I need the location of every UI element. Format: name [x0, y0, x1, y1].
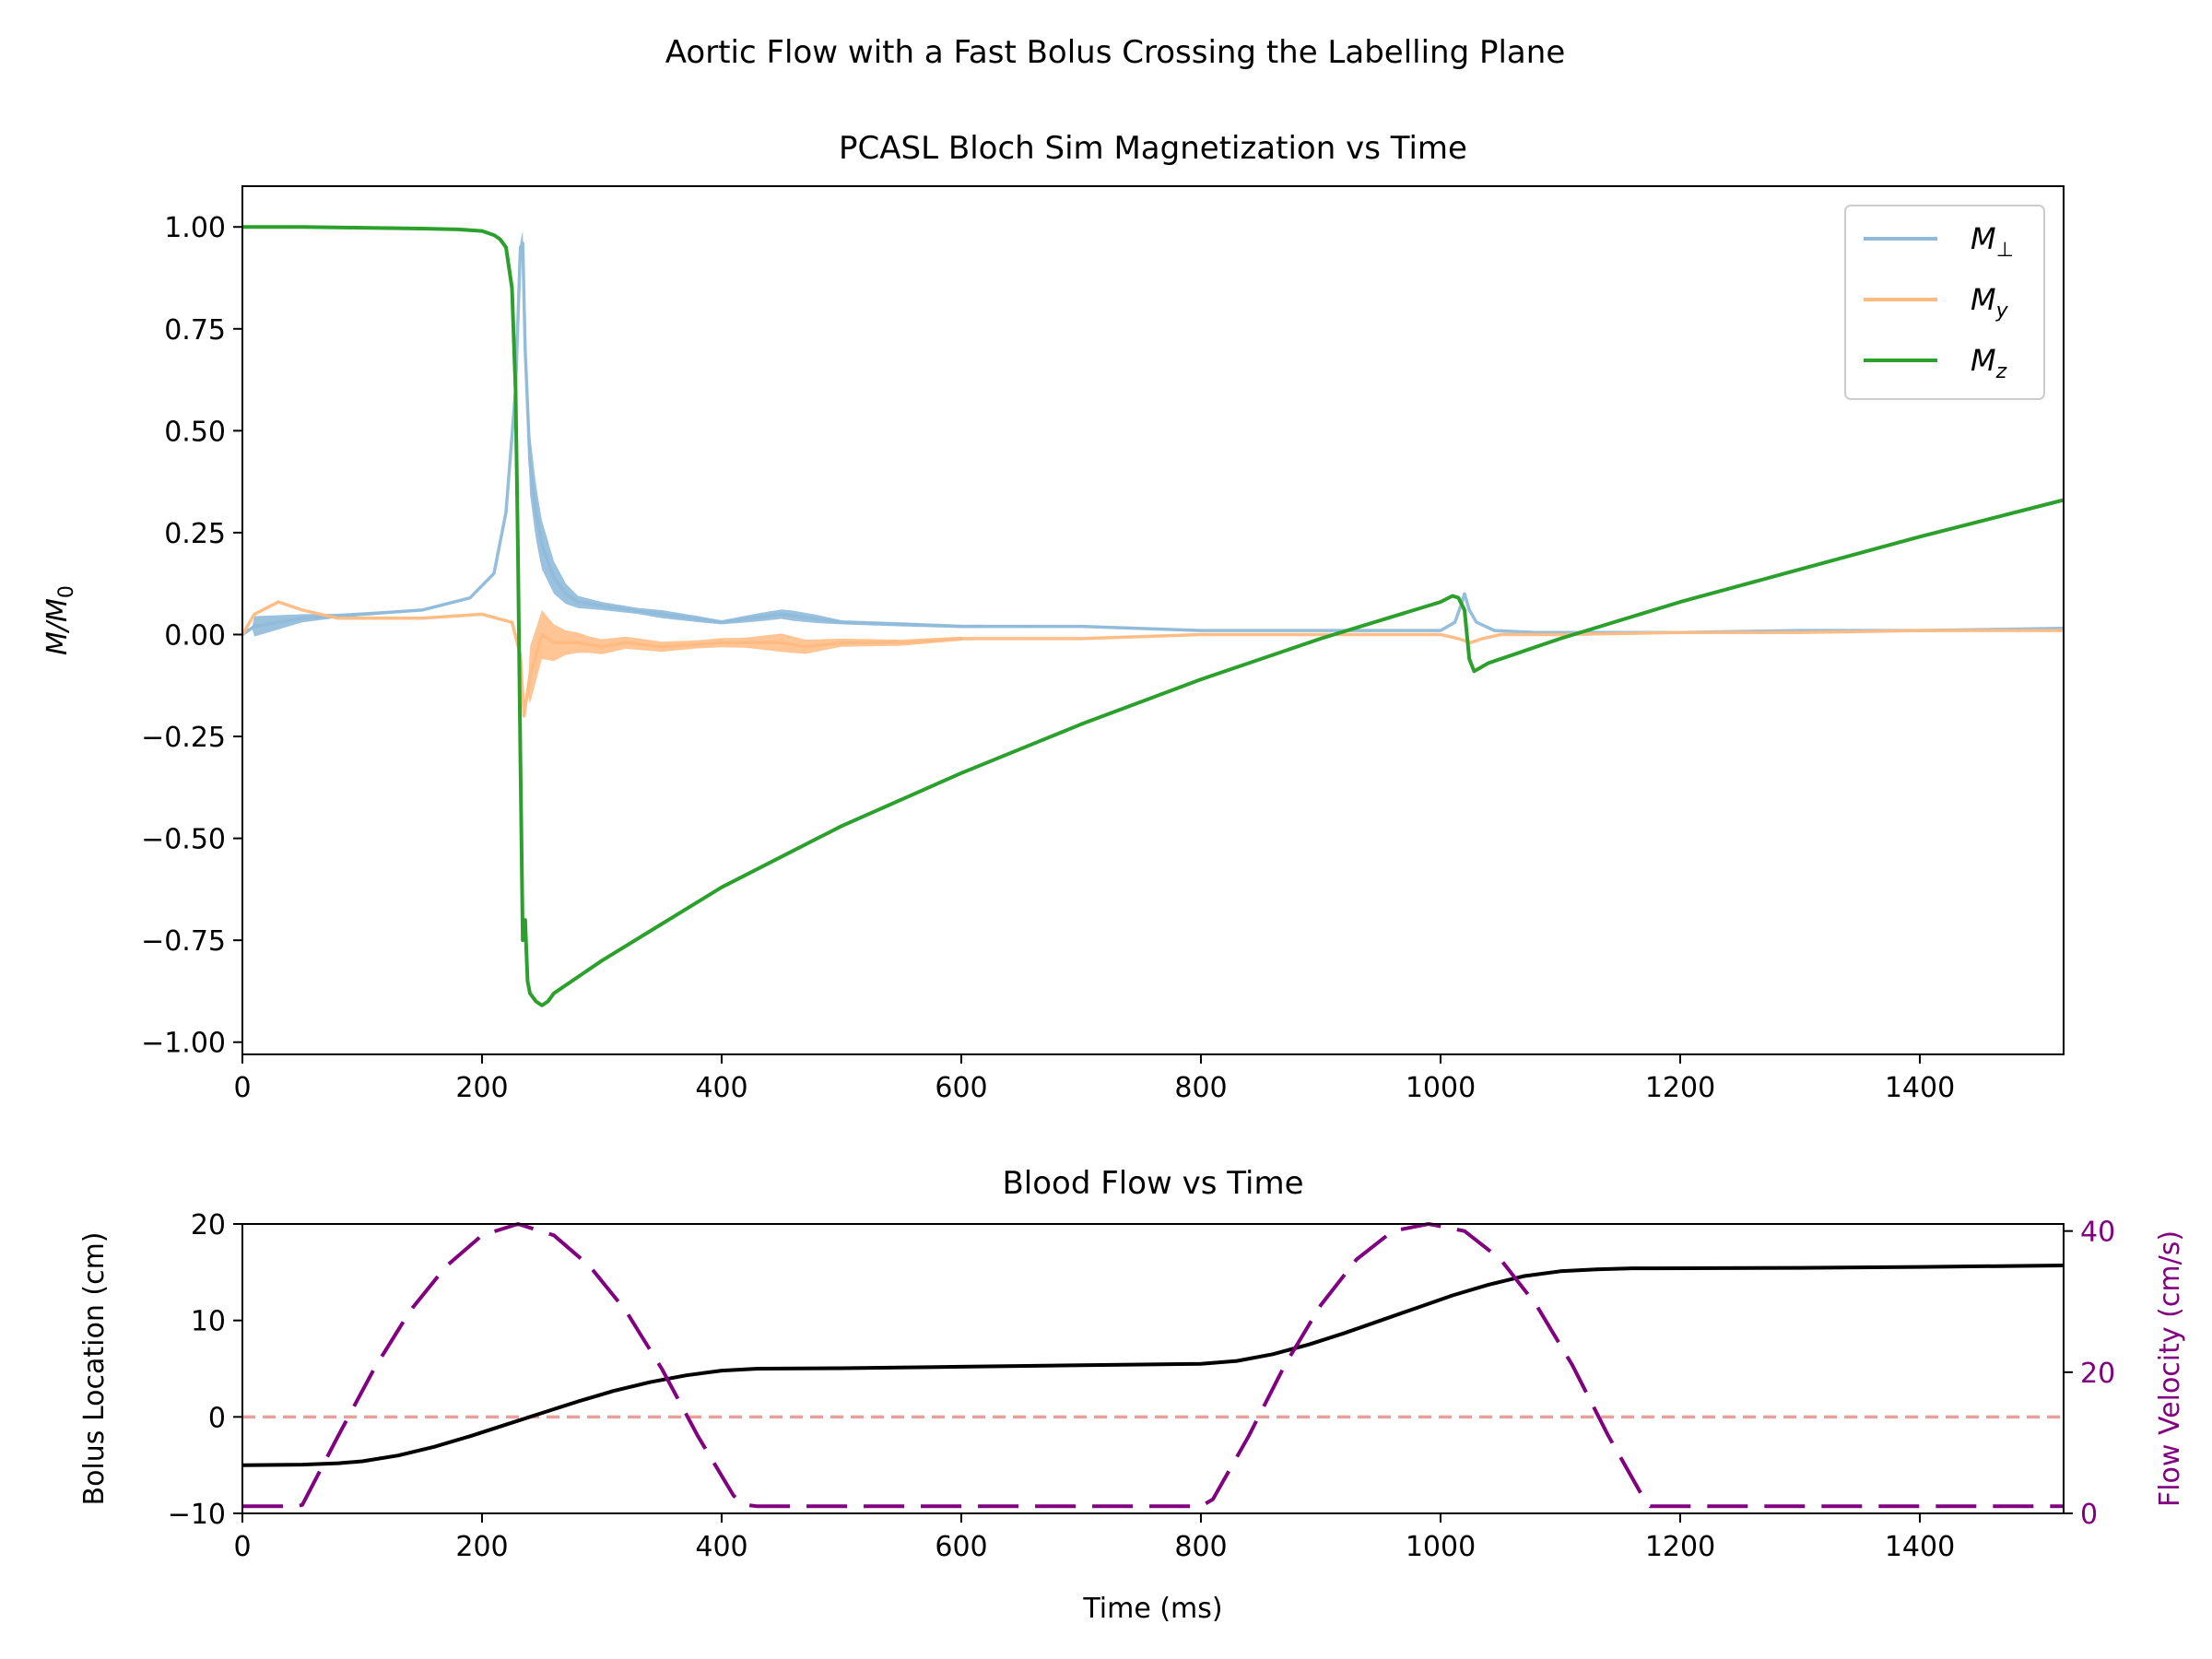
- x-tick-label: 0: [233, 1531, 251, 1563]
- bolus-y-label: Bolus Location (cm): [78, 1232, 111, 1506]
- figure-suptitle: Aortic Flow with a Fast Bolus Crossing t…: [665, 34, 1566, 71]
- y-tick-label: 20: [191, 1209, 226, 1241]
- flow-velocity-line: [242, 1222, 2064, 1509]
- series-line-0: [241, 241, 2065, 636]
- magnetization-chart: PCASL Bloch Sim Magnetization vs Time 1.…: [41, 130, 2065, 1104]
- bolus-y-ticks: 20 10 0 −10: [168, 1209, 242, 1531]
- magnetization-y-ticks: 1.00 0.75 0.50 0.25 0.00 −0.25 −0.50 −0.75 −1.00: [141, 212, 242, 1060]
- y-tick-label: −0.75: [141, 925, 226, 958]
- x-tick-label: 1400: [1885, 1531, 1955, 1563]
- x-tick-label: 1000: [1406, 1531, 1476, 1563]
- y-tick-label: 0: [208, 1402, 226, 1434]
- x-tick-label: 800: [1174, 1531, 1227, 1563]
- series-line-2: [242, 225, 2065, 1007]
- legend-frame: [1844, 205, 2045, 400]
- legend-label-mperp: M⊥: [1971, 221, 2014, 262]
- x-tick-label: 1400: [1885, 1072, 1955, 1104]
- magnetization-axes-frame: [241, 185, 2065, 1055]
- x-tick-label: 600: [935, 1531, 987, 1563]
- blood-flow-chart-title: Blood Flow vs Time: [1002, 1165, 1303, 1202]
- y-tick-label: −1.00: [141, 1028, 226, 1060]
- x-tick-label: 200: [455, 1072, 508, 1104]
- x-tick-label: 1000: [1406, 1072, 1476, 1104]
- y-tick-label: 0.50: [164, 416, 226, 448]
- velocity-y-label: Flow Velocity (cm/s): [2154, 1230, 2186, 1507]
- magnetization-y-label: M/M0: [41, 585, 78, 655]
- x-tick-label: 1200: [1645, 1072, 1715, 1104]
- legend-label-my: My: [1971, 282, 2009, 323]
- x-tick-label: 0: [233, 1072, 251, 1104]
- x-tick-label: 200: [455, 1531, 508, 1563]
- y2-tick-label: 40: [2080, 1217, 2115, 1249]
- x-tick-label: 600: [935, 1072, 987, 1104]
- magnetization-chart-title: PCASL Bloch Sim Magnetization vs Time: [839, 130, 1467, 167]
- velocity-y-ticks: 40 20 0: [2064, 1217, 2115, 1531]
- y-tick-label: 10: [191, 1306, 226, 1338]
- y-tick-label: 1.00: [164, 212, 226, 244]
- bolus-location-line: [241, 1264, 2065, 1467]
- flow-x-ticks: 0 200 400 600 800 1000 1200 1400: [233, 1513, 1955, 1563]
- x-tick-label: 800: [1174, 1072, 1227, 1104]
- y-tick-label: 0.00: [164, 619, 226, 652]
- y-tick-label: −0.50: [141, 824, 226, 856]
- x-tick-label: 1200: [1645, 1531, 1715, 1563]
- series-band-1: [242, 602, 2064, 709]
- y-tick-label: 0.75: [164, 314, 226, 347]
- y-tick-label: −10: [168, 1499, 226, 1531]
- x-tick-label: 400: [695, 1531, 747, 1563]
- flow-axes-frame: [241, 1223, 2065, 1514]
- magnetization-x-ticks: 0 200 400 600 800 1000 1200 1400: [233, 1054, 1955, 1104]
- x-tick-label: 400: [695, 1072, 747, 1104]
- legend: M⊥ My Mz: [1844, 205, 2045, 400]
- series-line-1: [241, 600, 2064, 718]
- y-tick-label: 0.25: [164, 518, 226, 550]
- flow-x-label: Time (ms): [1082, 1593, 1222, 1625]
- y2-tick-label: 20: [2080, 1358, 2115, 1390]
- y2-tick-label: 0: [2080, 1499, 2098, 1531]
- y-tick-label: −0.25: [141, 722, 226, 754]
